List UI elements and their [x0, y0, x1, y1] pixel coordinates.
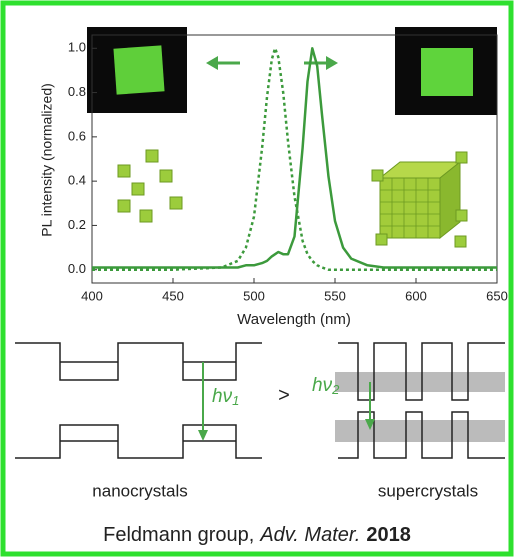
- nanocrystal-cubes: [118, 150, 182, 222]
- band-diagram-right: [335, 343, 505, 458]
- x-tick-label: 600: [405, 288, 427, 303]
- supercrystal-cube: [372, 152, 467, 247]
- y-tick-label: 0.0: [68, 261, 86, 276]
- photo-right: [395, 27, 497, 115]
- y-tick-label: 0.8: [68, 84, 86, 99]
- caption-journal: Adv. Mater.: [259, 524, 360, 546]
- caption: Feldmann group,Adv. Mater. 2018: [103, 524, 411, 546]
- photo-left: [87, 27, 187, 113]
- photon-subscript: 2: [331, 382, 340, 397]
- y-tick-label: 0.6: [68, 128, 86, 143]
- x-tick-label: 450: [162, 288, 184, 303]
- y-axis-label: PL intensity (normalized): [39, 83, 55, 237]
- photon-symbol: hν: [212, 386, 233, 407]
- figure: PL intensity (normalized) Wavelength (nm…: [0, 0, 514, 557]
- photon-symbol: hν: [312, 375, 333, 396]
- y-tick-label: 1.0: [68, 40, 86, 55]
- caption-authors: Feldmann group,: [103, 524, 254, 546]
- photon-1: hν1: [212, 386, 239, 408]
- x-tick-label: 650: [486, 288, 508, 303]
- photon-subscript: 1: [232, 393, 239, 408]
- left-label: nanocrystals: [92, 481, 187, 500]
- x-tick-label: 500: [243, 288, 265, 303]
- x-axis-label: Wavelength (nm): [237, 311, 351, 328]
- y-tick-label: 0.2: [68, 217, 86, 232]
- y-tick-label: 0.4: [68, 173, 86, 188]
- comparison: >: [278, 384, 290, 406]
- x-tick-label: 550: [324, 288, 346, 303]
- caption-year: 2018: [366, 524, 411, 546]
- right-label: supercrystals: [378, 481, 478, 500]
- x-tick-label: 400: [81, 288, 103, 303]
